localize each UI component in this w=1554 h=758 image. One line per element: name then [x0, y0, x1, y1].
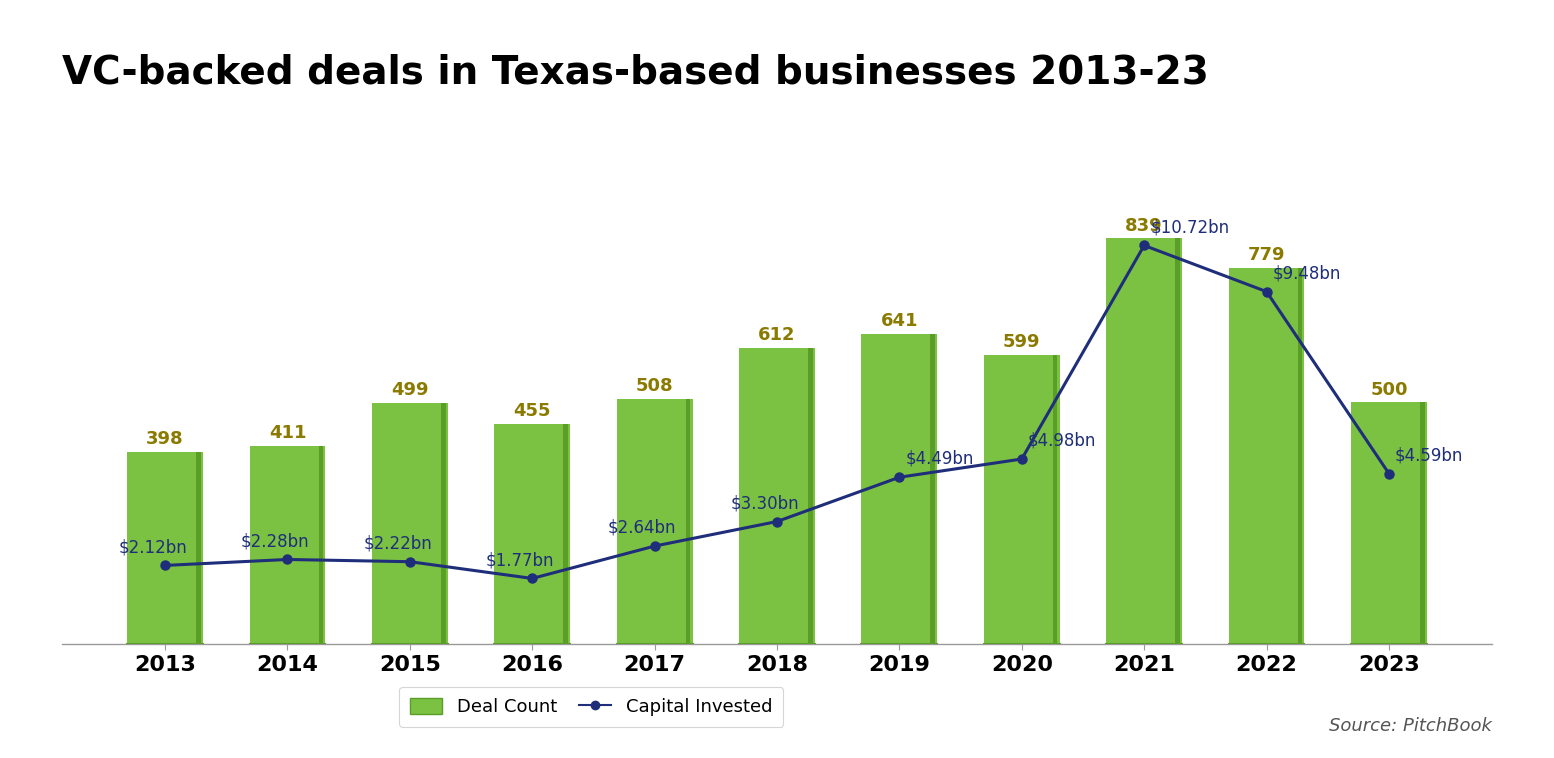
- Bar: [127, 452, 204, 644]
- Text: 779: 779: [1248, 246, 1285, 264]
- Text: 839: 839: [1125, 217, 1162, 235]
- Bar: [564, 424, 567, 644]
- Bar: [319, 446, 323, 644]
- Text: 500: 500: [1371, 381, 1408, 399]
- Text: 612: 612: [758, 327, 796, 344]
- Text: 499: 499: [392, 381, 429, 399]
- Bar: [1106, 239, 1183, 644]
- Bar: [441, 403, 446, 644]
- Bar: [931, 334, 936, 644]
- Bar: [685, 399, 690, 644]
- Text: $2.64bn: $2.64bn: [608, 518, 676, 537]
- Bar: [1420, 402, 1425, 644]
- Text: 455: 455: [513, 402, 552, 421]
- Text: 641: 641: [881, 312, 918, 330]
- Text: 398: 398: [146, 430, 183, 448]
- Bar: [1350, 402, 1427, 644]
- Legend: Deal Count, Capital Invested: Deal Count, Capital Invested: [399, 687, 783, 727]
- Bar: [1298, 268, 1302, 644]
- Text: $4.59bn: $4.59bn: [1395, 446, 1464, 464]
- Bar: [196, 452, 200, 644]
- Bar: [371, 403, 448, 644]
- Bar: [808, 348, 813, 644]
- Bar: [1054, 355, 1057, 644]
- Bar: [617, 399, 693, 644]
- Text: $2.22bn: $2.22bn: [364, 534, 432, 553]
- Text: $3.30bn: $3.30bn: [730, 494, 799, 512]
- Text: $2.28bn: $2.28bn: [241, 532, 309, 550]
- Text: VC-backed deals in Texas-based businesses 2013-23: VC-backed deals in Texas-based businesse…: [62, 53, 1209, 91]
- Bar: [1175, 239, 1179, 644]
- Text: $9.48bn: $9.48bn: [1273, 265, 1341, 282]
- Bar: [1229, 268, 1304, 644]
- Text: $4.98bn: $4.98bn: [1027, 432, 1096, 449]
- Text: $2.12bn: $2.12bn: [118, 538, 188, 556]
- Bar: [494, 424, 570, 644]
- Bar: [984, 355, 1060, 644]
- Text: 411: 411: [269, 424, 306, 442]
- Bar: [861, 334, 937, 644]
- Text: 508: 508: [636, 377, 673, 395]
- Bar: [740, 348, 814, 644]
- Text: 599: 599: [1002, 333, 1041, 351]
- Text: Source: PitchBook: Source: PitchBook: [1329, 717, 1492, 735]
- Text: $4.49bn: $4.49bn: [906, 450, 974, 468]
- Text: $10.72bn: $10.72bn: [1150, 218, 1229, 236]
- Text: $1.77bn: $1.77bn: [486, 551, 555, 569]
- Bar: [250, 446, 325, 644]
